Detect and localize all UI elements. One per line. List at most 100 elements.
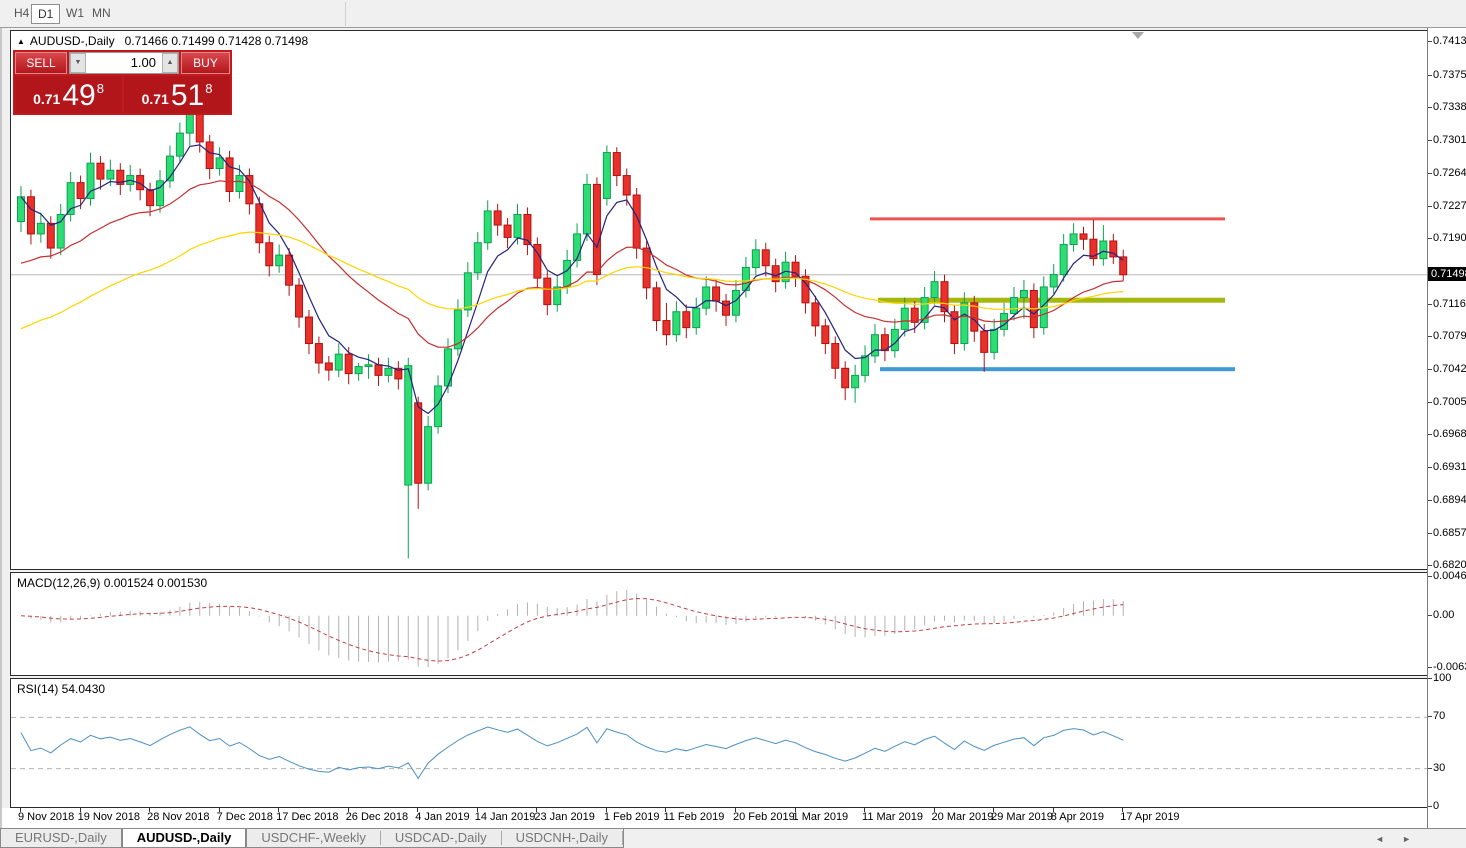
- candle-body: [265, 242, 274, 267]
- candle-body: [791, 261, 800, 277]
- date-label: 23 Jan 2019: [534, 811, 595, 823]
- date-tick-mark: [605, 808, 607, 812]
- rsi-indicator-pane[interactable]: RSI(14) 54.0430: [10, 678, 1429, 808]
- candle-body: [1010, 297, 1018, 314]
- axis-tick-mark: [1428, 205, 1432, 207]
- macd-indicator-pane[interactable]: MACD(12,26,9) 0.001524 0.001530: [10, 572, 1429, 676]
- buy-button[interactable]: BUY: [181, 52, 230, 74]
- chart-tab-eurusd[interactable]: EURUSD-,Daily: [0, 829, 122, 848]
- rsi-chart: [11, 716, 1428, 780]
- candle-body: [513, 213, 522, 238]
- buy-price-tile[interactable]: 0.71 51 8: [124, 76, 230, 113]
- one-click-trading-panel: SELL ▼ 1.00 ▲ BUY 0.71 49 8 0.71 51 8: [13, 50, 232, 115]
- candle-body: [245, 175, 254, 205]
- candle-body: [831, 343, 840, 369]
- axis-tick-mark: [1428, 614, 1432, 616]
- buy-price-big: 51: [170, 79, 205, 112]
- axis-tick-mark: [1428, 303, 1432, 305]
- timeframe-tab-h4[interactable]: H4: [14, 6, 30, 20]
- candle-body: [1109, 240, 1118, 258]
- date-tick-mark: [536, 808, 538, 812]
- rsi-tick-label: 0: [1433, 800, 1440, 812]
- timeframe-tab-w1[interactable]: W1: [66, 6, 84, 20]
- candle-body: [602, 152, 611, 200]
- date-label: 17 Dec 2018: [276, 811, 339, 823]
- date-label: 20 Feb 2019: [732, 811, 795, 823]
- date-tick-mark: [1122, 808, 1124, 812]
- volume-input[interactable]: 1.00: [130, 55, 156, 70]
- candle-body: [1059, 244, 1068, 276]
- candle-body: [622, 175, 631, 196]
- tabs-scroll-right-icon[interactable]: ►: [1402, 833, 1411, 844]
- candle-body: [632, 194, 641, 249]
- volume-decrease-button[interactable]: ▼: [70, 53, 86, 73]
- macd-signal-line: [20, 597, 1124, 662]
- axis-tick-mark: [1428, 401, 1432, 403]
- candle-body: [66, 182, 75, 215]
- candle-body: [821, 325, 830, 345]
- candle-body: [841, 367, 850, 389]
- candle-body: [295, 284, 304, 318]
- candle-body: [364, 364, 373, 368]
- candle-body: [751, 249, 760, 269]
- axis-tick-mark: [1428, 369, 1432, 371]
- date-label: 19 Nov 2018: [77, 811, 140, 823]
- sell-price-tile[interactable]: 0.71 49 8: [15, 76, 122, 113]
- tabs-scroll-left-icon[interactable]: ◄: [1375, 833, 1385, 844]
- candle-body: [26, 196, 35, 235]
- candle-body: [344, 353, 353, 375]
- collapse-triangle-icon[interactable]: ▲: [17, 37, 25, 46]
- candle-body: [543, 277, 552, 306]
- candle-body: [990, 328, 999, 353]
- candle-body: [612, 152, 621, 177]
- volume-box: ▼ 1.00 ▲: [69, 52, 179, 74]
- candle-body: [870, 334, 879, 357]
- sell-price-prefix: 0.71: [33, 91, 61, 107]
- chart-tab-usdcnh[interactable]: USDCNH-,Daily: [515, 830, 609, 845]
- candle-body: [165, 155, 174, 182]
- chart-shift-marker-icon: [1132, 32, 1144, 39]
- sell-price-big: 49: [62, 79, 96, 112]
- main-price-pane[interactable]: ▲ AUDUSD-,Daily 0.71466 0.71499 0.71428 0.…: [10, 30, 1429, 570]
- date-label: 7 Dec 2018: [216, 811, 273, 823]
- axis-tick-mark: [1428, 467, 1432, 469]
- timeframe-tab-d1[interactable]: D1: [31, 4, 61, 24]
- chart-symbol-title: AUDUSD-,Daily: [29, 34, 115, 48]
- candle-body: [106, 169, 115, 180]
- chart-tab-audusd[interactable]: AUDUSD-,Daily: [121, 829, 247, 848]
- candle-body: [652, 287, 661, 322]
- date-tick-mark: [864, 808, 866, 812]
- support-olive[interactable]: [878, 297, 1225, 303]
- date-axis[interactable]: 9 Nov 2018 19 Nov 2018 28 Nov 2018 7 Dec 20…: [2, 808, 1428, 828]
- axis-tick-mark: [1428, 576, 1432, 578]
- candle-body: [573, 233, 582, 261]
- axis-tick-mark: [1428, 678, 1432, 679]
- date-tick-mark: [794, 808, 796, 812]
- axis-tick-mark: [1428, 107, 1432, 109]
- support-blue[interactable]: [880, 367, 1235, 372]
- candle-body: [523, 213, 532, 246]
- candle-body: [483, 210, 492, 244]
- candle-body: [225, 157, 234, 192]
- candle-body: [761, 249, 770, 267]
- date-tick-mark: [1052, 808, 1054, 812]
- resistance-red[interactable]: [870, 217, 1225, 221]
- chart-tab-usdcad[interactable]: USDCAD-,Daily: [394, 830, 487, 845]
- candle-body: [930, 281, 939, 299]
- candlestick-chart[interactable]: [11, 31, 1428, 569]
- sell-button[interactable]: SELL: [15, 52, 67, 74]
- chart-tab-usdchf[interactable]: USDCHF-,Weekly: [261, 830, 366, 845]
- timeframe-tab-mn[interactable]: MN: [92, 6, 111, 20]
- date-label: 11 Feb 2019: [663, 811, 725, 823]
- macd-label: MACD(12,26,9) 0.001524 0.001530: [17, 576, 208, 590]
- axis-tick-mark: [1428, 667, 1432, 669]
- candle-body: [185, 114, 194, 134]
- volume-increase-button[interactable]: ▲: [162, 53, 178, 73]
- candle-body: [940, 281, 949, 313]
- candle-body: [712, 286, 721, 302]
- candle-body: [672, 311, 681, 336]
